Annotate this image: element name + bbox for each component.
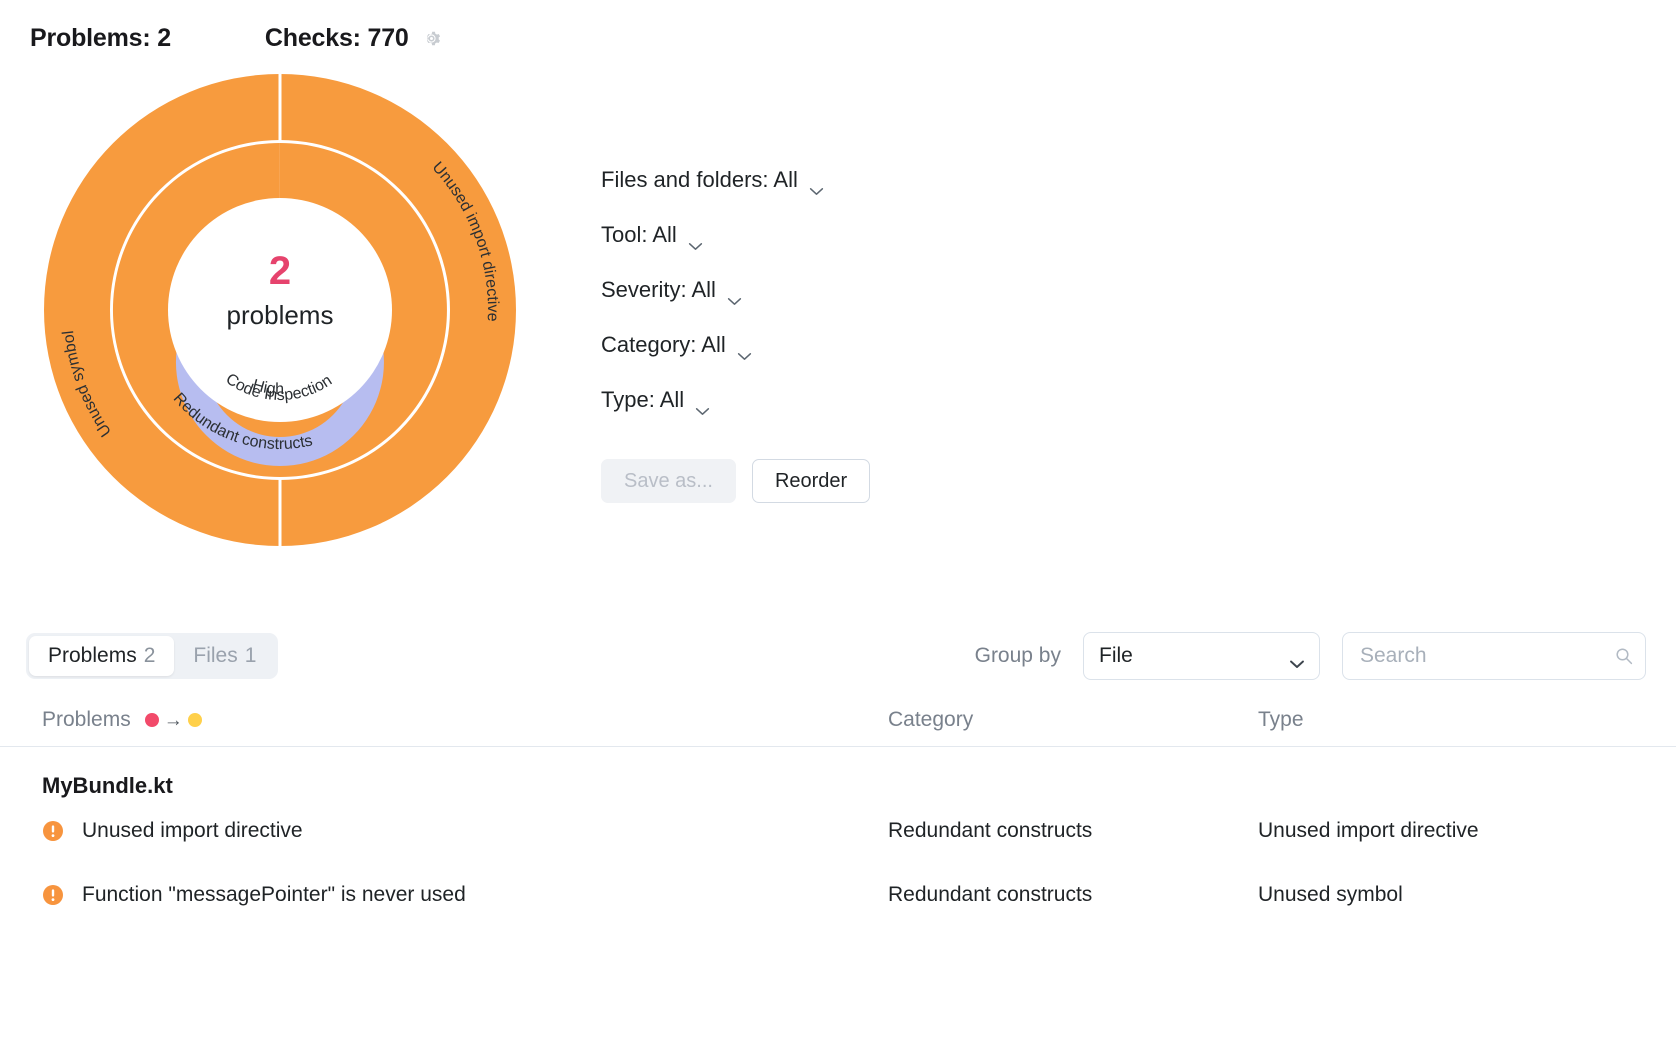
problems-count: Problems: 2 xyxy=(30,23,171,52)
group-header-file[interactable]: MyBundle.kt xyxy=(42,773,173,798)
severity-sort-indicator[interactable]: → xyxy=(144,709,202,731)
table-header-row: Problems → Category Type xyxy=(0,708,1676,747)
tab-files-count: 1 xyxy=(244,644,257,667)
sunburst-svg[interactable]: Unused import directive Unused symbol Re… xyxy=(30,60,530,560)
table-row[interactable]: Function "messagePointer" is never used … xyxy=(0,863,1676,927)
tab-files[interactable]: Files 1 xyxy=(174,636,275,676)
row-category: Redundant constructs xyxy=(888,819,1093,842)
filter-files-and-folders[interactable]: Files and folders: All xyxy=(601,167,824,195)
report-header: Problems: 2 Checks: 770 xyxy=(0,0,1676,60)
results-tabs: Problems 2 Files 1 xyxy=(26,633,279,679)
filter-tool-label: Tool: All xyxy=(601,222,677,247)
segment-unused-import-directive[interactable] xyxy=(280,74,516,546)
arrow-right-icon: → xyxy=(163,709,183,731)
filter-type[interactable]: Type: All xyxy=(601,387,710,415)
search-input[interactable] xyxy=(1358,643,1605,669)
reorder-button[interactable]: Reorder xyxy=(751,459,871,503)
tab-problems[interactable]: Problems 2 xyxy=(29,636,175,676)
row-type: Unused symbol xyxy=(1258,883,1403,906)
filter-type-label: Type: All xyxy=(601,387,685,412)
problems-sunburst-chart[interactable]: Unused import directive Unused symbol Re… xyxy=(30,60,530,560)
save-as-button[interactable]: Save as... xyxy=(601,459,736,503)
search-icon[interactable] xyxy=(1615,647,1633,665)
label-high: High xyxy=(251,377,285,398)
search-box[interactable] xyxy=(1342,632,1646,680)
tab-problems-count: 2 xyxy=(143,644,156,667)
results-toolbar: Problems 2 Files 1 Group by File xyxy=(0,632,1676,680)
chevron-down-icon xyxy=(809,176,824,195)
tab-problems-label: Problems xyxy=(48,644,137,667)
filter-tool[interactable]: Tool: All xyxy=(601,222,703,250)
filter-actions: Save as... Reorder xyxy=(601,459,871,503)
severity-dot-high-icon xyxy=(144,713,159,727)
overview-panel: Unused import directive Unused symbol Re… xyxy=(0,60,1676,560)
filter-list: Files and folders: All Tool: All Severit… xyxy=(601,60,871,503)
group-by-select[interactable]: File xyxy=(1083,632,1320,680)
row-problem-name-cell: Function "messagePointer" is never used xyxy=(42,883,888,907)
group-by-label: Group by xyxy=(974,644,1061,667)
warning-icon xyxy=(42,884,64,906)
checks-count: Checks: 770 xyxy=(264,23,409,52)
chevron-down-icon xyxy=(737,341,752,360)
row-problem-name: Unused import directive xyxy=(82,819,303,842)
row-type: Unused import directive xyxy=(1258,819,1479,842)
segment-unused-symbol[interactable] xyxy=(44,74,280,546)
chart-hub xyxy=(168,198,392,422)
gear-icon[interactable] xyxy=(421,28,442,49)
row-problem-name-cell: Unused import directive xyxy=(42,819,888,843)
group-by-value: File xyxy=(1099,644,1133,667)
filter-category[interactable]: Category: All xyxy=(601,332,752,360)
chevron-down-icon xyxy=(695,396,710,415)
filter-category-label: Category: All xyxy=(601,332,726,357)
row-category: Redundant constructs xyxy=(888,883,1093,906)
row-problem-name: Function "messagePointer" is never used xyxy=(82,883,466,906)
tab-files-label: Files xyxy=(193,644,238,667)
chevron-down-icon xyxy=(1289,651,1305,668)
table-row[interactable]: Unused import directive Redundant constr… xyxy=(0,799,1676,863)
warning-icon xyxy=(42,820,64,842)
severity-dot-low-icon xyxy=(187,713,202,727)
problems-table: Problems → Category Type MyBundle.kt Unu… xyxy=(0,708,1676,927)
chevron-down-icon xyxy=(688,231,703,250)
toolbar-right-controls: Group by File xyxy=(975,632,1646,680)
column-header-type[interactable]: Type xyxy=(1258,708,1304,731)
chevron-down-icon xyxy=(727,286,742,305)
ring-type[interactable] xyxy=(44,74,516,546)
filter-severity-label: Severity: All xyxy=(601,277,716,302)
column-header-category[interactable]: Category xyxy=(888,708,974,731)
filter-severity[interactable]: Severity: All xyxy=(601,277,742,305)
column-header-problems[interactable]: Problems → xyxy=(42,708,888,732)
filter-files-and-folders-label: Files and folders: All xyxy=(601,167,798,192)
column-header-problems-label: Problems xyxy=(42,708,131,731)
